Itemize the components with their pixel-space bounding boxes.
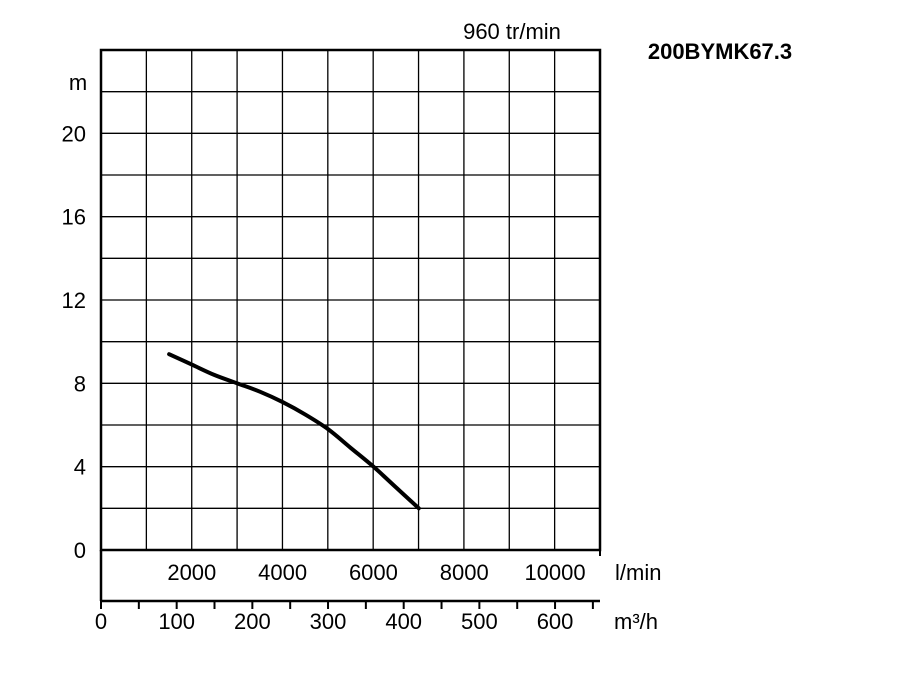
x-tick-label-lmin: 2000 [167, 560, 216, 585]
grid [101, 50, 600, 550]
x-tick-label-m3h: 300 [310, 609, 347, 634]
y-tick-label: 16 [62, 205, 86, 230]
m3h-axis-line [100, 599, 600, 609]
x-tick-label-m3h: 600 [537, 609, 574, 634]
x-tick-labels-lmin: 2000 4000 6000 8000 10000 [167, 560, 585, 585]
y-tick-label: 20 [62, 121, 86, 146]
y-tick-label: 12 [62, 288, 86, 313]
x-tick-label-m3h: 400 [385, 609, 422, 634]
x-tick-label-lmin: 6000 [349, 560, 398, 585]
x-tick-label-lmin: 4000 [258, 560, 307, 585]
x-tick-labels-m3h: 0 100 200 300 400 500 600 [95, 609, 574, 634]
x-axis-unit-lmin: l/min [615, 560, 661, 585]
y-tick-label: 4 [74, 455, 86, 480]
x-tick-label-m3h: 200 [234, 609, 271, 634]
y-tick-label: 8 [74, 371, 86, 396]
y-tick-label: 0 [74, 538, 86, 563]
x-axis-unit-m3h: m³/h [614, 609, 658, 634]
plot-frame [99, 48, 602, 601]
chart-subtitle: 960 tr/min [463, 19, 561, 44]
x-tick-label-lmin: 10000 [524, 560, 585, 585]
x-tick-label-m3h: 500 [461, 609, 498, 634]
x-tick-label-m3h: 100 [158, 609, 195, 634]
x-tick-label-lmin: 8000 [440, 560, 489, 585]
plot-border [99, 48, 602, 552]
y-tick-labels: 0 4 8 12 16 20 [62, 121, 86, 563]
y-axis-label: m [69, 70, 87, 95]
x-tick-label-m3h: 0 [95, 609, 107, 634]
series-line-head-curve [167, 352, 421, 511]
chart-title: 200BYMK67.3 [648, 39, 792, 64]
